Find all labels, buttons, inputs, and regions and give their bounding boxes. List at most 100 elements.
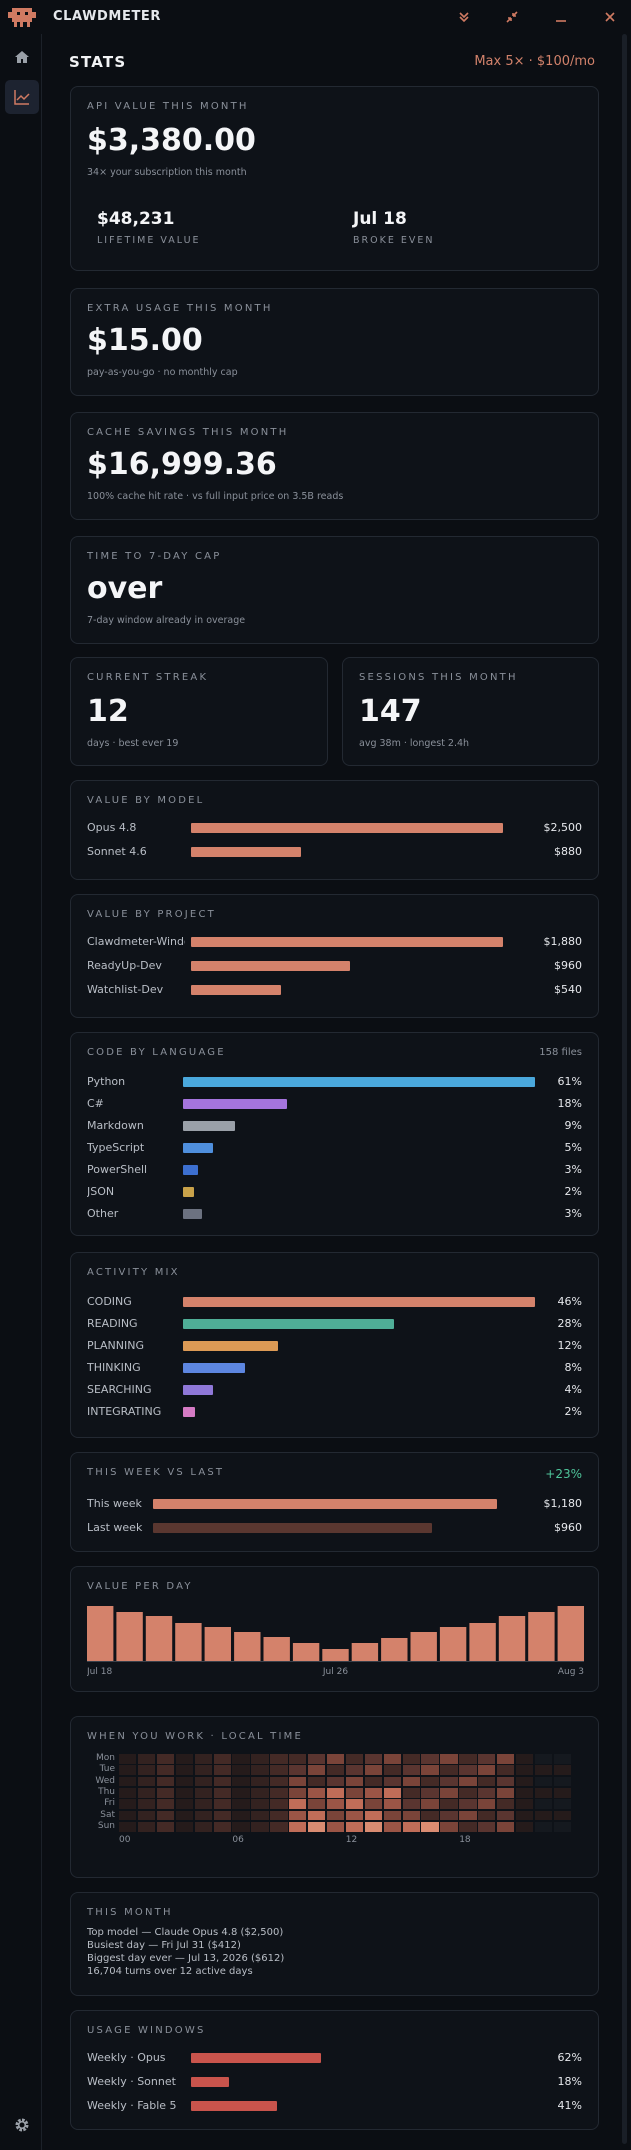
heatmap-cell <box>534 1776 553 1787</box>
bar-label: JSON <box>87 1185 115 1198</box>
bar-value: 2% <box>564 1185 582 1198</box>
bar-value: 46% <box>557 1295 582 1308</box>
heatmap-cell <box>251 1799 269 1809</box>
bar-fill <box>191 2053 321 2063</box>
streak-card: CURRENT STREAK 12 days · best ever 19 <box>70 657 328 766</box>
heatmap-cell <box>251 1821 269 1832</box>
nav-home-button[interactable] <box>5 40 39 74</box>
card-label: API VALUE THIS MONTH <box>87 101 249 112</box>
heatmap-cell <box>364 1787 383 1798</box>
bar-value: $960 <box>554 959 582 972</box>
lifetime-label: LIFETIME VALUE <box>97 235 201 246</box>
heatmap-cell <box>289 1821 307 1832</box>
bar-fill <box>183 1187 194 1197</box>
minimize-arrows-icon <box>506 11 518 23</box>
scrollbar[interactable] <box>622 34 627 2144</box>
value-by-model-card: VALUE BY MODEL Opus 4.8 $2,500 Sonnet 4.6 $… <box>70 780 599 880</box>
heatmap-cell <box>326 1810 345 1821</box>
bar-fill <box>183 1121 235 1131</box>
heatmap-cell <box>534 1821 553 1832</box>
summary-line: 16,704 turns over 12 active days <box>87 1966 253 1977</box>
nav-stats-button[interactable] <box>5 80 39 114</box>
bar-row: PLANNING 12% <box>87 1339 582 1353</box>
bar-value: $1,180 <box>543 1497 583 1510</box>
heatmap-cell <box>440 1776 458 1787</box>
heatmap-cell <box>364 1754 383 1764</box>
crab-logo-icon <box>8 8 36 27</box>
heatmap-cell <box>175 1821 194 1832</box>
day-bar <box>557 1606 584 1661</box>
heatmap-cell <box>119 1754 137 1764</box>
heatmap-cell <box>459 1810 477 1821</box>
heatmap-day-label: Thu <box>98 1786 115 1797</box>
day-bar <box>145 1616 173 1661</box>
bar-fill <box>191 2077 229 2087</box>
minimize-icon <box>556 20 566 22</box>
bar-fill <box>153 1523 432 1533</box>
heatmap-cell <box>289 1810 307 1821</box>
bar-fill <box>183 1385 213 1395</box>
x-tick-label: Jul 18 <box>87 1667 112 1677</box>
heatmap-cell <box>175 1754 194 1764</box>
heatmap-cell <box>534 1810 553 1821</box>
heatmap-cell <box>459 1765 477 1776</box>
chevrons-down-icon <box>459 12 469 23</box>
heatmap-cell <box>308 1765 326 1776</box>
collapse-button[interactable] <box>452 6 476 28</box>
card-label: CACHE SAVINGS THIS MONTH <box>87 427 289 438</box>
heatmap-cell <box>553 1810 572 1821</box>
bar-fill <box>183 1297 535 1307</box>
heatmap-cell <box>402 1821 420 1832</box>
day-bar <box>498 1616 526 1661</box>
extra-usage-amount: $15.00 <box>87 323 203 358</box>
heatmap-cell <box>402 1754 420 1764</box>
heatmap-cell <box>251 1765 269 1776</box>
day-bar <box>234 1632 261 1661</box>
bar-fill <box>183 1363 245 1373</box>
heatmap-cell <box>421 1754 439 1764</box>
heatmap-cell <box>534 1799 553 1809</box>
bar-value: 28% <box>557 1317 582 1330</box>
heatmap-cell <box>364 1776 383 1787</box>
plan-label: Max 5× · $100/mo <box>474 54 595 69</box>
heatmap-cell <box>440 1787 458 1798</box>
heatmap-cell <box>175 1799 194 1809</box>
heatmap-day-label: Mon <box>96 1753 115 1763</box>
streak-value: 12 <box>87 694 129 729</box>
extra-usage-sub: pay-as-you-go · no monthly cap <box>87 367 238 378</box>
bar-row: Weekly · Fable 5 41% <box>87 2099 582 2113</box>
card-label: EXTRA USAGE THIS MONTH <box>87 303 273 314</box>
bar-value: 3% <box>564 1207 582 1220</box>
bar-fill <box>191 937 503 947</box>
sessions-card: SESSIONS THIS MONTH 147 avg 38m · longes… <box>342 657 599 766</box>
heatmap-cell <box>137 1776 156 1787</box>
minimize-button[interactable] <box>549 6 573 28</box>
heatmap-cell <box>213 1810 231 1821</box>
heatmap-cell <box>308 1799 326 1809</box>
stats-page: STATS Max 5× · $100/mo API VALUE THIS MO… <box>42 34 631 2150</box>
day-bar <box>116 1612 143 1661</box>
heatmap-cell <box>383 1787 401 1798</box>
heatmap-cell <box>137 1754 156 1764</box>
settings-button[interactable] <box>5 2108 39 2142</box>
heatmap-cell <box>289 1787 307 1798</box>
bar-fill <box>191 985 281 995</box>
card-label: THIS WEEK VS LAST <box>87 1467 225 1478</box>
cache-savings-amount: $16,999.36 <box>87 447 277 482</box>
heatmap-cell <box>421 1776 439 1787</box>
heatmap-day-label: Sun <box>97 1820 115 1831</box>
heatmap-cell <box>459 1799 477 1809</box>
heatmap-cell <box>270 1799 288 1809</box>
close-button[interactable] <box>598 6 622 28</box>
bar-row: JSON 2% <box>87 1185 582 1199</box>
heatmap-cell <box>213 1821 231 1832</box>
heatmap-cell <box>156 1799 175 1809</box>
bar-row: Python 61% <box>87 1075 582 1089</box>
extra-usage-card: EXTRA USAGE THIS MONTH $15.00 pay-as-you… <box>70 288 599 396</box>
heatmap-cell <box>194 1776 212 1787</box>
bar-label: ReadyUp-Dev <box>87 959 162 972</box>
broke-even-value: Jul 18 <box>353 209 407 229</box>
bar-row: Other 3% <box>87 1207 582 1221</box>
compact-button[interactable] <box>500 6 524 28</box>
heatmap-cell <box>383 1765 401 1776</box>
